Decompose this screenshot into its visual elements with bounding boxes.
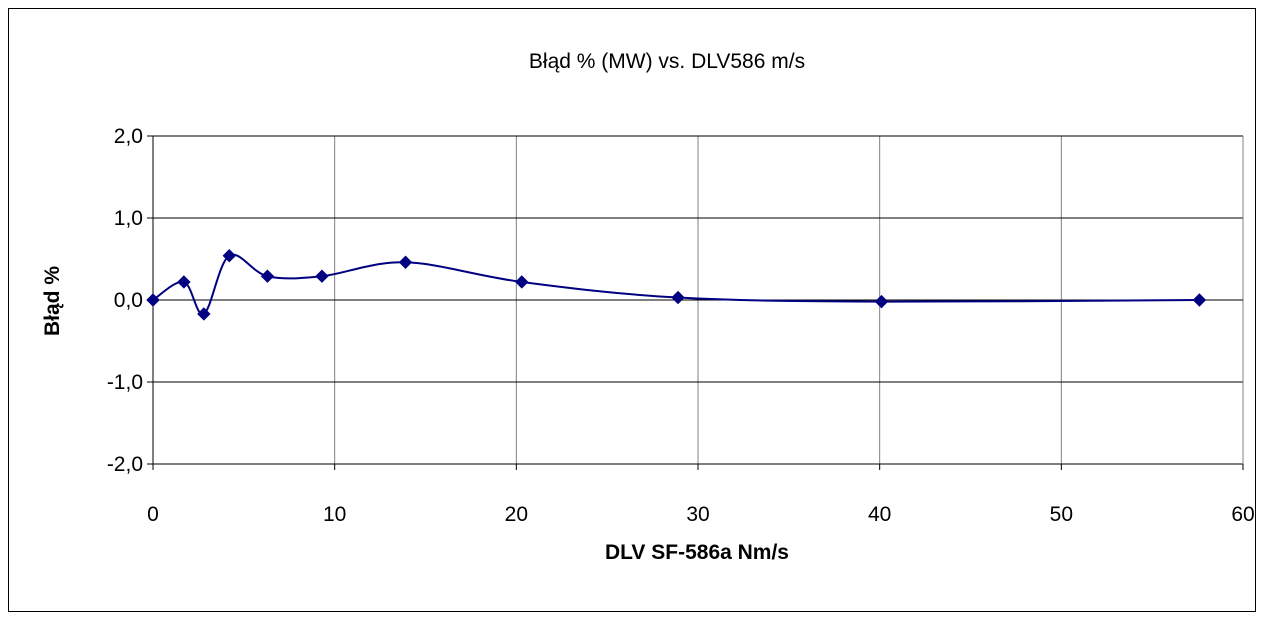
- data-point-marker: [222, 249, 237, 263]
- y-tick-label: 1,0: [114, 207, 143, 230]
- data-point-marker: [515, 275, 529, 289]
- series-line: [152, 253, 1200, 315]
- y-tick-label: -1,0: [107, 371, 143, 394]
- x-tick-label: 30: [686, 503, 709, 526]
- data-point-marker: [260, 269, 275, 283]
- x-tick-label: 0: [147, 503, 159, 526]
- y-tick-label: 0,0: [114, 289, 143, 312]
- x-tick-label: 60: [1231, 503, 1254, 526]
- chart-svg: Błąd % (MW) vs. DLV586 m/s 0 10 20 30 40 50 60…: [41, 50, 1255, 564]
- series-layer: [146, 249, 1207, 321]
- data-point-marker: [177, 275, 191, 289]
- data-point-marker: [146, 293, 160, 307]
- data-point-marker: [671, 290, 685, 305]
- y-tick-label: 2,0: [114, 125, 143, 148]
- y-axis-label: Błąd %: [41, 266, 64, 336]
- x-tick-label: 10: [323, 503, 346, 526]
- data-point-marker: [874, 294, 889, 309]
- x-tick-label: 40: [868, 503, 891, 526]
- axis-layer: [147, 135, 1244, 470]
- data-point-marker: [1192, 293, 1207, 307]
- x-tick-label: 20: [505, 503, 528, 526]
- chart-title: Błąd % (MW) vs. DLV586 m/s: [529, 50, 805, 73]
- x-axis-label: DLV SF-586a Nm/s: [605, 541, 789, 564]
- data-point-marker: [197, 307, 211, 321]
- data-point-marker: [398, 255, 413, 269]
- data-point-marker: [315, 269, 329, 283]
- x-tick-label: 50: [1050, 503, 1073, 526]
- tick-label-layer: 0 10 20 30 40 50 60 2,0 1,0 0,0 -1,0 -2,0: [107, 125, 1255, 526]
- y-tick-label: -2,0: [107, 453, 143, 476]
- chart-frame: Błąd % (MW) vs. DLV586 m/s 0 10 20 30 40 50 60…: [8, 8, 1256, 612]
